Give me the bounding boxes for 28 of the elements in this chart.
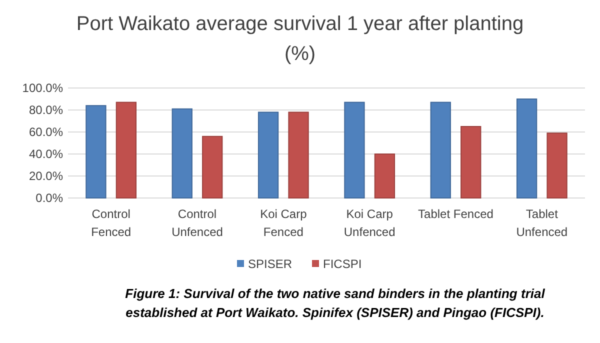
y-tick-label: 0.0% <box>36 191 64 206</box>
y-tick-label: 40.0% <box>28 147 64 162</box>
x-tick-label: Koi Carp Fenced <box>260 207 308 239</box>
x-tick-label: Koi Carp Unfenced <box>344 207 396 239</box>
legend-label: SPISER <box>248 257 292 272</box>
bar <box>116 102 137 198</box>
bar <box>516 98 538 198</box>
bar <box>172 108 192 198</box>
bar <box>86 105 106 198</box>
y-tick-label: 100.0% <box>22 81 64 96</box>
legend-label: FICSPI <box>323 257 362 272</box>
bar <box>374 154 396 198</box>
y-tick-label: 60.0% <box>28 125 64 140</box>
bar <box>288 112 309 198</box>
x-tick-label: Tablet Unfenced <box>516 207 568 239</box>
bar <box>430 102 451 198</box>
y-tick-label: 80.0% <box>28 103 64 118</box>
caption: Figure 1: Survival of the two native sand binders in the planting trial established at Port Waikato. Spinifex (SPISER) and Pingao (FICSPI). <box>125 286 546 320</box>
bar <box>202 136 223 198</box>
bar <box>258 112 279 198</box>
bar <box>344 102 365 198</box>
x-tick-label: Tablet Fenced <box>418 207 494 221</box>
x-tick-label: Control Unfenced <box>172 207 223 239</box>
x-tick-label: Control Fenced <box>91 207 132 239</box>
bar <box>460 126 482 198</box>
chart-title: Port Waikato average survival 1 year after planting (%) <box>76 13 524 65</box>
bar <box>546 132 568 198</box>
y-tick-label: 20.0% <box>28 169 64 184</box>
